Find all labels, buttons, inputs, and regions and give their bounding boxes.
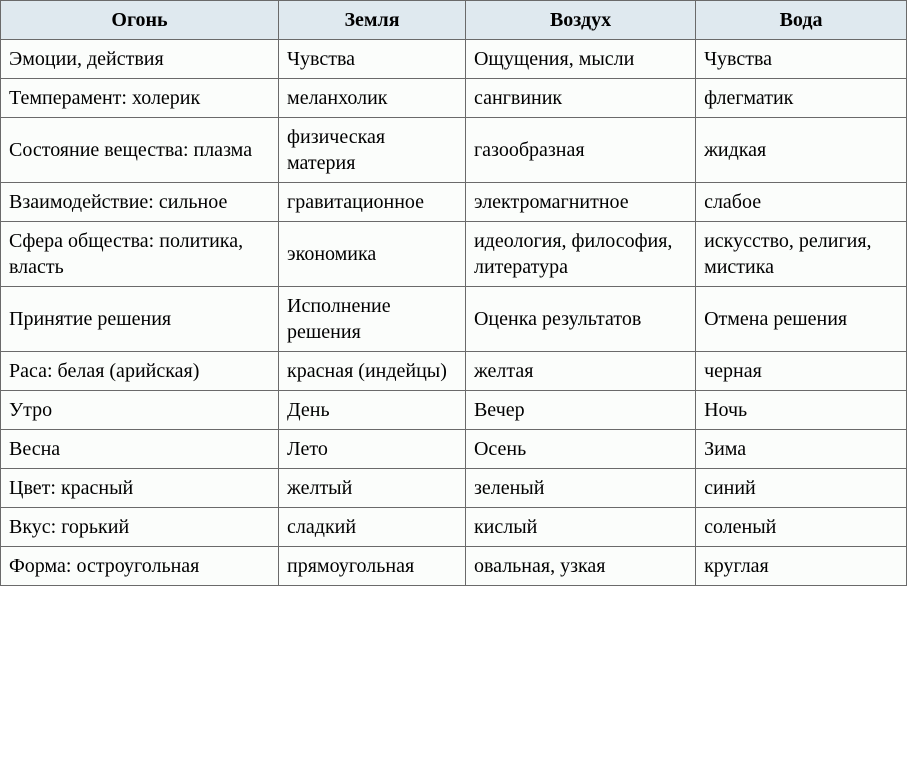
table-cell: Раса: белая (арийская) [1, 352, 279, 391]
table-cell: Эмоции, действия [1, 40, 279, 79]
table-cell: Чувства [696, 40, 907, 79]
table-cell: Ночь [696, 391, 907, 430]
table-cell: меланхолик [279, 79, 466, 118]
table-cell: Утро [1, 391, 279, 430]
table-cell: Вкус: горький [1, 508, 279, 547]
table-cell: Цвет: красный [1, 469, 279, 508]
table-row: Принятие решения Исполнение решения Оцен… [1, 287, 907, 352]
column-header-earth: Земля [279, 1, 466, 40]
table-row: Сфера общества: политика, власть экономи… [1, 222, 907, 287]
table-cell: жидкая [696, 118, 907, 183]
table-cell: газообразная [465, 118, 695, 183]
table-cell: экономика [279, 222, 466, 287]
table-row: Цвет: красный желтый зеленый синий [1, 469, 907, 508]
table-cell: Ощущения, мысли [465, 40, 695, 79]
table-row: Взаимодействие: сильное гравитационное э… [1, 183, 907, 222]
table-cell: Чувства [279, 40, 466, 79]
table-cell: Отмена решения [696, 287, 907, 352]
table-cell: Осень [465, 430, 695, 469]
table-cell: Взаимодействие: сильное [1, 183, 279, 222]
table-row: Весна Лето Осень Зима [1, 430, 907, 469]
table-cell: соленый [696, 508, 907, 547]
table-cell: Зима [696, 430, 907, 469]
column-header-fire: Огонь [1, 1, 279, 40]
table-cell: Принятие решения [1, 287, 279, 352]
table-cell: круглая [696, 547, 907, 586]
table-row: Вкус: горький сладкий кислый соленый [1, 508, 907, 547]
table-cell: Сфера общества: политика, власть [1, 222, 279, 287]
table-cell: Состояние вещества: плазма [1, 118, 279, 183]
table-cell: электромагнитное [465, 183, 695, 222]
table-cell: зеленый [465, 469, 695, 508]
table-cell: День [279, 391, 466, 430]
table-row: Утро День Вечер Ночь [1, 391, 907, 430]
table-cell: красная (индейцы) [279, 352, 466, 391]
table-row: Форма: остроугольная прямоугольная оваль… [1, 547, 907, 586]
table-cell: овальная, узкая [465, 547, 695, 586]
table-cell: прямоугольная [279, 547, 466, 586]
table-cell: Темперамент: холерик [1, 79, 279, 118]
table-row: Темперамент: холерик меланхолик сангвини… [1, 79, 907, 118]
table-row: Раса: белая (арийская) красная (индейцы)… [1, 352, 907, 391]
table-cell: Весна [1, 430, 279, 469]
table-cell: сангвиник [465, 79, 695, 118]
table-cell: гравитационное [279, 183, 466, 222]
elements-table: Огонь Земля Воздух Вода Эмоции, действия… [0, 0, 907, 586]
table-cell: желтая [465, 352, 695, 391]
table-cell: Форма: остроугольная [1, 547, 279, 586]
table-cell: сладкий [279, 508, 466, 547]
table-row: Состояние вещества: плазма физическая ма… [1, 118, 907, 183]
table-cell: желтый [279, 469, 466, 508]
table-cell: Лето [279, 430, 466, 469]
table-cell: флегматик [696, 79, 907, 118]
table-cell: синий [696, 469, 907, 508]
column-header-air: Воздух [465, 1, 695, 40]
table-row: Эмоции, действия Чувства Ощущения, мысли… [1, 40, 907, 79]
table-cell: слабое [696, 183, 907, 222]
table-cell: Вечер [465, 391, 695, 430]
table-cell: физическая материя [279, 118, 466, 183]
table-cell: искусство, религия, мистика [696, 222, 907, 287]
table-cell: идеология, философия, литература [465, 222, 695, 287]
table-header-row: Огонь Земля Воздух Вода [1, 1, 907, 40]
column-header-water: Вода [696, 1, 907, 40]
table-cell: кислый [465, 508, 695, 547]
table-cell: Исполнение решения [279, 287, 466, 352]
table-body: Эмоции, действия Чувства Ощущения, мысли… [1, 40, 907, 586]
table-cell: Оценка результатов [465, 287, 695, 352]
table-cell: черная [696, 352, 907, 391]
